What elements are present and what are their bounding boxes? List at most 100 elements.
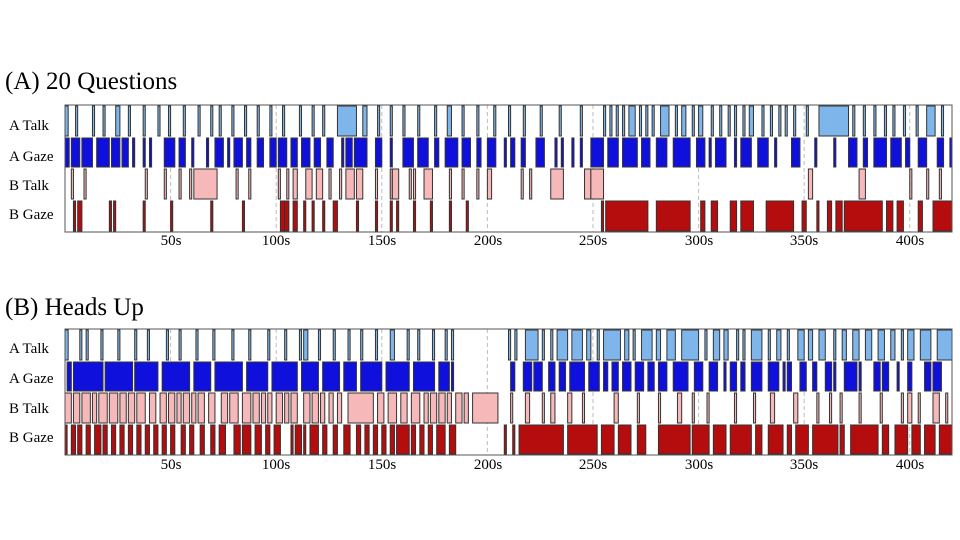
a-talk-segment [550, 329, 554, 361]
b-gaze-segment [290, 424, 294, 455]
tick-label: 200s [474, 233, 503, 249]
row-label-a-talk: A Talk [9, 341, 49, 357]
a-gaze-segment [714, 137, 727, 168]
a-talk-segment [374, 329, 379, 361]
b-gaze-segment [795, 424, 809, 455]
a-gaze-segment [438, 361, 450, 392]
b-talk-segment [119, 392, 127, 424]
b-gaze-segment [294, 424, 303, 455]
a-talk-segment [622, 105, 626, 137]
a-gaze-segment [178, 137, 186, 168]
b-talk-segment [182, 392, 191, 424]
a-gaze-segment [799, 361, 807, 392]
row-labels: A Talk A Gaze B Talk B Gaze [9, 341, 54, 446]
b-talk-segment [98, 392, 108, 424]
b-gaze-segment [691, 424, 710, 455]
a-gaze-segment [708, 137, 712, 168]
a-gaze-segment [301, 137, 311, 168]
a-gaze-segment [148, 137, 153, 168]
a-gaze-segment [782, 361, 786, 392]
b-gaze-segment [127, 424, 134, 455]
a-talk-segment [389, 329, 395, 361]
a-talk-segment [776, 329, 782, 361]
a-gaze-segment [791, 137, 801, 168]
tick-label: 350s [790, 457, 819, 473]
a-gaze-segment [522, 361, 533, 392]
a-gaze-segment [313, 137, 322, 168]
a-gaze-segment [132, 137, 136, 168]
b-talk-segment [550, 168, 564, 200]
b-gaze-segment [512, 424, 516, 455]
b-talk-segment [448, 168, 452, 200]
a-gaze-segment [434, 137, 440, 168]
tick-label: 50s [161, 457, 182, 473]
b-gaze-segment [322, 424, 328, 455]
b-gaze-segment [170, 200, 174, 232]
b-gaze-segment [85, 424, 91, 455]
a-gaze-segment [907, 361, 913, 392]
a-talk-segment [100, 329, 104, 361]
b-talk-segment [938, 168, 942, 200]
a-gaze-segment [881, 361, 890, 392]
b-gaze-segment [94, 424, 102, 455]
a-talk-segment [873, 105, 877, 137]
a-gaze-segment [503, 137, 507, 168]
b-talk-segment [472, 392, 499, 424]
b-talk-segment [676, 392, 683, 424]
b-talk-segment [377, 392, 385, 424]
b-gaze-segment [850, 424, 879, 455]
b-talk-segment [400, 392, 408, 424]
a-talk-segment [182, 105, 186, 137]
b-talk-segment [590, 168, 605, 200]
a-talk-segment [117, 329, 121, 361]
b-talk-segment [167, 392, 176, 424]
a-gaze-segment [533, 361, 543, 392]
b-talk-segment [159, 392, 167, 424]
a-gaze-segment [510, 137, 516, 168]
a-gaze-segment [96, 137, 110, 168]
a-talk-segment [210, 105, 214, 137]
a-gaze-segment [374, 137, 383, 168]
a-gaze-segment [571, 137, 575, 168]
b-gaze-segment [72, 200, 77, 232]
b-gaze-segment [303, 424, 307, 455]
a-gaze-segment [579, 137, 583, 168]
b-gaze-segment [332, 200, 338, 232]
b-gaze-segment [265, 424, 271, 455]
a-gaze-segment [723, 361, 727, 392]
a-talk-segment [389, 105, 393, 137]
plot-frame [64, 104, 953, 233]
a-gaze-segment [607, 137, 619, 168]
b-talk-segment [636, 392, 640, 424]
a-gaze-segment [647, 361, 655, 392]
b-gaze-segment [729, 424, 752, 455]
a-talk-segment [402, 105, 406, 137]
a-talk-segment [736, 329, 740, 361]
a-gaze-segment [343, 361, 357, 392]
tick-label: 350s [790, 233, 819, 249]
b-gaze-segment [108, 200, 112, 232]
tick-label: 100s [262, 233, 291, 249]
b-gaze-segment [911, 424, 921, 455]
a-gaze-segment [924, 361, 932, 392]
a-talk-segment [681, 105, 687, 137]
tick-label: 300s [685, 457, 714, 473]
a-gaze-segment [824, 361, 833, 392]
b-talk-segment [191, 392, 197, 424]
a-talk-segment [212, 329, 216, 361]
a-talk-segment [508, 329, 512, 361]
a-talk-segment [609, 105, 613, 137]
a-gaze-segment [560, 137, 564, 168]
a-gaze-segment [417, 137, 429, 168]
a-gaze-segment [622, 137, 638, 168]
row-b-talk [64, 392, 949, 424]
a-talk-segment [360, 329, 364, 361]
a-talk-segment [655, 329, 662, 361]
a-talk-segment [603, 105, 607, 137]
b-gaze-segment [254, 424, 262, 455]
a-talk-segment [218, 105, 222, 137]
a-talk-segment [645, 105, 649, 137]
b-gaze-segment [199, 424, 205, 455]
a-gaze-segment [814, 137, 818, 168]
b-gaze-segment [700, 200, 706, 232]
